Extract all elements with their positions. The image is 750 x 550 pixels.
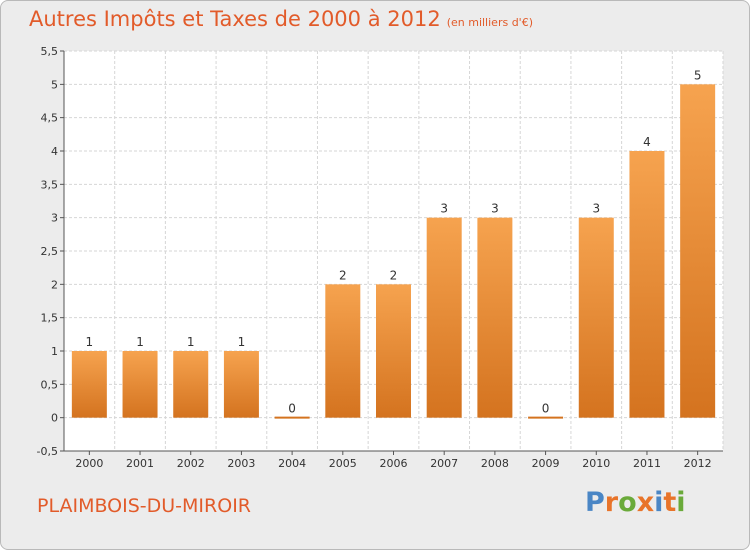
y-tick-label: 0,5 <box>41 378 59 391</box>
value-label: 2 <box>339 268 347 282</box>
proxiti-logo[interactable]: Proxiti <box>585 487 686 518</box>
value-label: 1 <box>187 335 195 349</box>
value-label: 3 <box>592 202 600 216</box>
y-tick-label: 2,5 <box>41 245 59 258</box>
place-name: PLAIMBOIS-DU-MIROIR <box>37 495 252 517</box>
bar <box>578 217 614 418</box>
x-tick-label: 2004 <box>278 457 306 470</box>
x-tick-label: 2000 <box>75 457 103 470</box>
y-tick-label: -0,5 <box>37 445 58 458</box>
y-tick-label: 5 <box>51 78 58 91</box>
bar <box>629 151 665 418</box>
gridlines <box>63 50 724 452</box>
y-tick-label: 1 <box>51 345 58 358</box>
logo-letter: i <box>654 487 664 518</box>
x-tick-label: 2010 <box>582 457 610 470</box>
x-tick-label: 2009 <box>532 457 560 470</box>
value-label: 3 <box>440 202 448 216</box>
logo-letter: t <box>663 487 677 518</box>
y-tick-label: 2 <box>51 278 58 291</box>
value-label: 1 <box>86 335 94 349</box>
value-label: 2 <box>390 268 398 282</box>
x-tick-label: 2006 <box>380 457 408 470</box>
x-tick-label: 2008 <box>481 457 509 470</box>
value-label: 4 <box>643 135 651 149</box>
chart-unit: (en milliers d'€) <box>446 16 533 29</box>
bar <box>223 351 259 418</box>
x-tick-label: 2011 <box>633 457 661 470</box>
value-labels: 1 1 1 1 0 2 2 3 3 0 3 4 5 <box>86 68 702 415</box>
logo-letter: P <box>585 487 605 518</box>
bar <box>426 217 462 418</box>
value-label: 1 <box>136 335 144 349</box>
y-tick-label: 4 <box>51 145 58 158</box>
axes <box>60 50 723 455</box>
y-tick-label: 4,5 <box>41 112 59 125</box>
x-tick-labels: 2000 2001 2002 2003 2004 2005 2006 2007 2008 2009… <box>75 457 711 470</box>
y-tick-label: 5,5 <box>41 45 59 58</box>
logo-letter: r <box>604 487 619 518</box>
value-label: 3 <box>491 202 499 216</box>
chart-title: Autres Impôts et Taxes de 2000 à 2012 (en… <box>29 7 533 31</box>
value-label: 0 <box>542 402 550 416</box>
value-label: 5 <box>694 68 702 82</box>
bar <box>376 284 411 418</box>
value-label: 1 <box>238 335 246 349</box>
bar <box>477 217 513 418</box>
x-tick-label: 2012 <box>684 457 712 470</box>
logo-letter: x <box>636 487 655 518</box>
chart-title-text: Autres Impôts et Taxes de 2000 à 2012 <box>29 7 441 31</box>
logo-letter: i <box>676 487 686 518</box>
y-tick-label: 3,5 <box>41 178 59 191</box>
bar <box>122 351 158 418</box>
bars <box>71 84 716 419</box>
value-label: 0 <box>288 402 296 416</box>
y-tick-labels: -0,5 0 0,5 1 1,5 2 2,5 3 3,5 4 4,5 5 5,5 <box>37 45 58 458</box>
bar <box>325 284 361 418</box>
bar <box>680 84 716 418</box>
y-tick-label: 1,5 <box>41 312 59 325</box>
logo-letter: o <box>618 487 637 518</box>
x-tick-label: 2005 <box>329 457 357 470</box>
y-tick-label: 0 <box>51 412 58 425</box>
bar <box>173 351 209 418</box>
y-tick-label: 3 <box>51 212 58 225</box>
x-tick-label: 2002 <box>177 457 205 470</box>
x-tick-label: 2007 <box>430 457 458 470</box>
x-tick-label: 2001 <box>126 457 154 470</box>
x-tick-label: 2003 <box>227 457 255 470</box>
bar <box>71 351 107 418</box>
